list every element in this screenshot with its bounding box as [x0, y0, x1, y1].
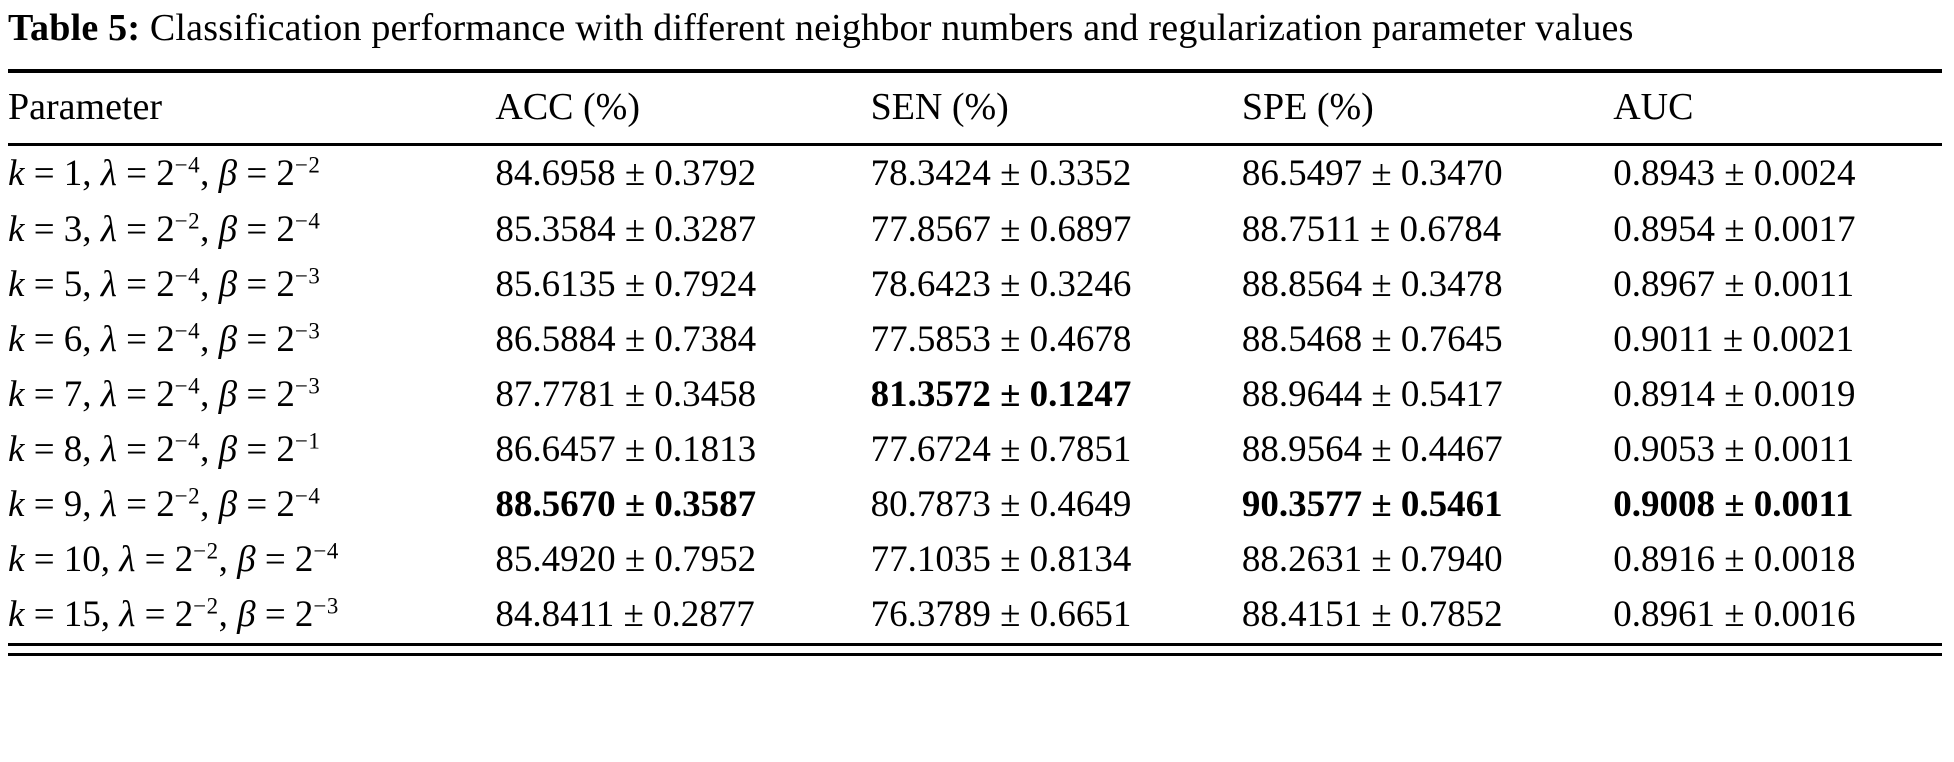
sen-value-cell: 77.8567 ± 0.6897 — [870, 208, 1132, 250]
exponent: −3 — [294, 318, 321, 344]
acc-value-cell: 85.4920 ± 0.7952 — [495, 539, 757, 581]
exponent: −1 — [294, 428, 321, 454]
sen-value-cell: 77.5853 ± 0.4678 — [870, 318, 1132, 360]
exponent: −3 — [294, 263, 321, 289]
exponent: −4 — [174, 152, 201, 178]
sen-value-cell: 77.6724 ± 0.7851 — [870, 429, 1132, 471]
exponent: −2 — [174, 207, 201, 233]
table-row: k = 9, λ = 2−2, β = 2−4 88.5670 ± 0.3587 8… — [8, 477, 1942, 532]
auc-value-cell: 0.8961 ± 0.0016 — [1613, 594, 1856, 636]
table-row: k = 10, λ = 2−2, β = 2−4 85.4920 ± 0.7952… — [8, 532, 1942, 587]
acc-value-cell: 88.5670 ± 0.3587 — [495, 484, 757, 526]
auc-value-cell: 0.8916 ± 0.0018 — [1613, 539, 1856, 581]
column-header-auc: AUC — [1613, 69, 1942, 147]
column-header-parameter: Parameter — [8, 69, 496, 147]
parameter-cell: k = 5, λ = 2−4, β = 2−3 — [8, 263, 321, 305]
table-row: k = 6, λ = 2−4, β = 2−3 86.5884 ± 0.7384 7… — [8, 312, 1942, 367]
column-header-acc: ACC (%) — [495, 69, 871, 147]
auc-value-cell: 0.8967 ± 0.0011 — [1613, 263, 1855, 305]
table-body: k = 1, λ = 2−4, β = 2−2 84.6958 ± 0.3792 7… — [8, 145, 1942, 643]
spe-value-cell: 88.4151 ± 0.7852 — [1241, 594, 1503, 636]
sen-value-cell: 80.7873 ± 0.4649 — [870, 484, 1132, 526]
sen-value-cell: 81.3572 ± 0.1247 — [870, 373, 1132, 415]
auc-value-cell: 0.8954 ± 0.0017 — [1613, 208, 1856, 250]
paper-table-figure: Table 5: Classification performance with… — [8, 4, 1942, 656]
table-row: k = 7, λ = 2−4, β = 2−3 87.7781 ± 0.3458 8… — [8, 367, 1942, 422]
spe-value-cell: 88.7511 ± 0.6784 — [1241, 208, 1502, 250]
parameter-cell: k = 1, λ = 2−4, β = 2−2 — [8, 152, 321, 195]
auc-value-cell: 0.9053 ± 0.0011 — [1613, 429, 1855, 471]
spe-value-cell: 88.5468 ± 0.7645 — [1241, 318, 1503, 360]
column-header-sen: SEN (%) — [870, 69, 1242, 147]
sen-value-cell: 76.3789 ± 0.6651 — [870, 594, 1132, 636]
exponent: −4 — [294, 207, 321, 233]
table-row: k = 15, λ = 2−2, β = 2−3 84.8411 ± 0.2877… — [8, 587, 1942, 642]
exponent: −4 — [294, 483, 321, 509]
table-caption-label: Table 5: — [8, 7, 141, 49]
parameter-cell: k = 15, λ = 2−2, β = 2−3 — [8, 593, 339, 636]
exponent: −4 — [174, 428, 201, 454]
table-caption-text: Classification performance with differen… — [149, 7, 1634, 49]
exponent: −4 — [313, 538, 339, 564]
acc-value-cell: 85.6135 ± 0.7924 — [495, 263, 757, 305]
exponent: −2 — [174, 483, 201, 509]
parameter-cell: k = 10, λ = 2−2, β = 2−4 — [8, 538, 339, 581]
acc-value-cell: 85.3584 ± 0.3287 — [495, 208, 757, 250]
exponent: −4 — [174, 373, 201, 399]
table-bottom-rule — [8, 642, 1942, 656]
exponent: −3 — [294, 373, 321, 399]
spe-value-cell: 88.9564 ± 0.4467 — [1241, 429, 1503, 471]
exponent: −4 — [174, 318, 201, 344]
exponent: −4 — [174, 263, 201, 289]
spe-value-cell: 90.3577 ± 0.5461 — [1241, 484, 1503, 526]
table-row: k = 1, λ = 2−4, β = 2−2 84.6958 ± 0.3792 7… — [8, 145, 1942, 202]
exponent: −3 — [313, 593, 339, 619]
exponent: −2 — [193, 593, 219, 619]
table-caption: Table 5: Classification performance with… — [8, 4, 1942, 53]
spe-value-cell: 88.2631 ± 0.7940 — [1241, 539, 1503, 581]
sen-value-cell: 78.3424 ± 0.3352 — [870, 153, 1132, 195]
acc-value-cell: 87.7781 ± 0.3458 — [495, 373, 757, 415]
auc-value-cell: 0.9008 ± 0.0011 — [1613, 484, 1854, 526]
auc-value-cell: 0.8914 ± 0.0019 — [1613, 373, 1856, 415]
sen-value-cell: 78.6423 ± 0.3246 — [870, 263, 1132, 305]
spe-value-cell: 88.8564 ± 0.3478 — [1241, 263, 1503, 305]
acc-value-cell: 86.6457 ± 0.1813 — [495, 429, 757, 471]
column-header-spe: SPE (%) — [1241, 69, 1614, 147]
acc-value-cell: 86.5884 ± 0.7384 — [495, 318, 757, 360]
auc-value-cell: 0.8943 ± 0.0024 — [1613, 153, 1856, 195]
table-row: k = 8, λ = 2−4, β = 2−1 86.6457 ± 0.1813 7… — [8, 422, 1942, 477]
sen-value-cell: 77.1035 ± 0.8134 — [870, 539, 1132, 581]
parameter-cell: k = 6, λ = 2−4, β = 2−3 — [8, 318, 321, 360]
acc-value-cell: 84.8411 ± 0.2877 — [495, 594, 755, 636]
header-row: Parameter ACC (%) SEN (%) SPE (%) AUC — [8, 69, 1942, 147]
table-row: k = 5, λ = 2−4, β = 2−3 85.6135 ± 0.7924 7… — [8, 257, 1942, 312]
parameter-cell: k = 9, λ = 2−2, β = 2−4 — [8, 483, 321, 526]
exponent: −2 — [294, 152, 321, 178]
exponent: −2 — [193, 538, 219, 564]
spe-value-cell: 88.9644 ± 0.5417 — [1241, 373, 1503, 415]
parameter-cell: k = 7, λ = 2−4, β = 2−3 — [8, 373, 321, 415]
auc-value-cell: 0.9011 ± 0.0021 — [1613, 318, 1855, 360]
results-table: Parameter ACC (%) SEN (%) SPE (%) AUC k … — [8, 69, 1942, 642]
parameter-cell: k = 3, λ = 2−2, β = 2−4 — [8, 207, 321, 250]
parameter-cell: k = 8, λ = 2−4, β = 2−1 — [8, 428, 321, 471]
acc-value-cell: 84.6958 ± 0.3792 — [495, 153, 757, 195]
spe-value-cell: 86.5497 ± 0.3470 — [1241, 153, 1503, 195]
table-row: k = 3, λ = 2−2, β = 2−4 85.3584 ± 0.3287 7… — [8, 202, 1942, 257]
